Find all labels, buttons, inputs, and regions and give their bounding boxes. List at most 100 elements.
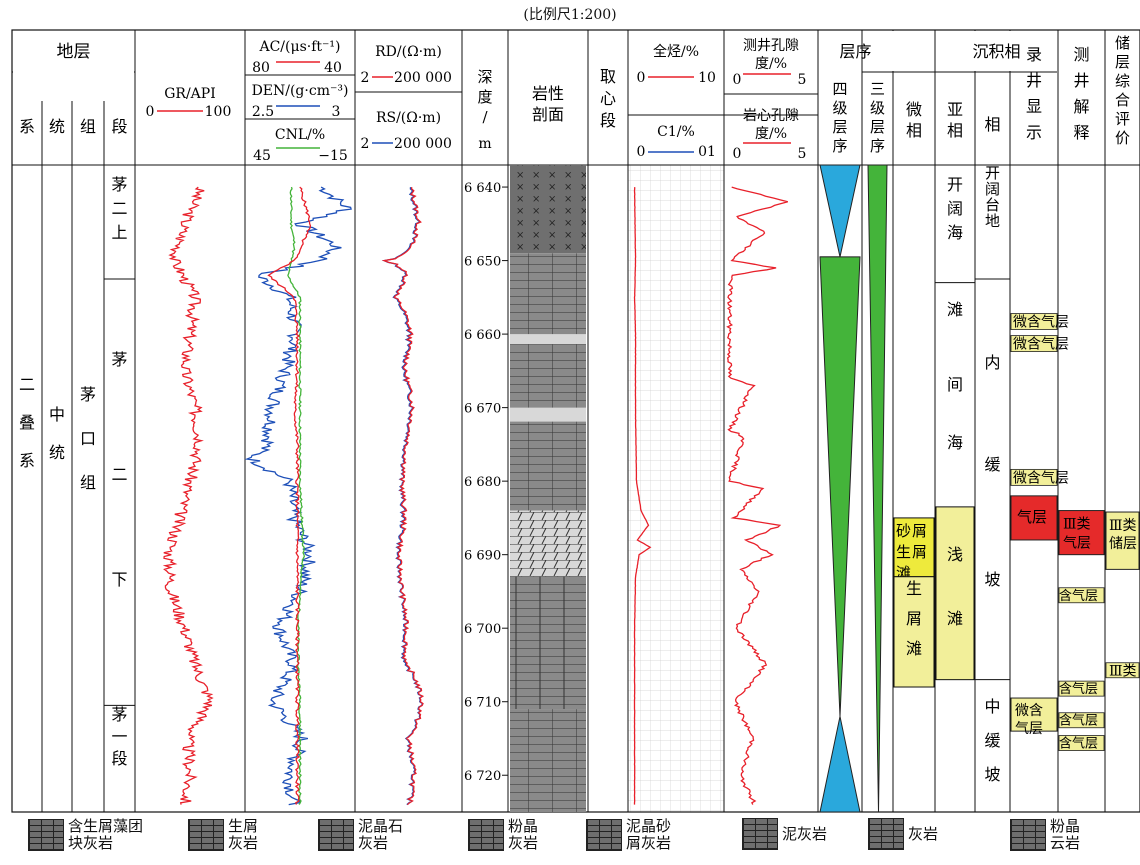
sub-label: 滩 [947,300,963,319]
den-curve [244,186,352,806]
gas-box [1010,495,1058,541]
curves [162,186,788,806]
fac-label: 缓 [984,455,1000,474]
gr-header: GR/API [164,86,216,102]
duan-label-2: 茅 [111,350,127,369]
logpor-min: 0 [733,72,742,88]
zu-label: 茅 [80,385,96,404]
duan-label-1: 二 [111,199,127,218]
interp-header: 测 [1073,45,1089,64]
depth-label: 6 710 [464,696,501,711]
duan-label-2: 二 [111,465,127,484]
seq4-header: 级 [832,99,847,117]
sub-header: 相 [947,121,963,140]
seq3-tri [867,164,888,813]
legend-label: 泥晶砂 屑灰岩 [626,817,672,852]
interp-label: 含气层 [1059,588,1098,604]
duan-label-1: 茅 [111,175,127,194]
depth-label: 6 650 [464,255,501,270]
legend-label: 灰岩 [908,824,939,843]
interp-label: 含气层 [1059,736,1098,752]
micro-label: 屑 [906,609,922,628]
duan-label-1: 上 [111,223,127,242]
mud-show-label: 气层 [1015,721,1043,737]
fac-label: 缓 [984,731,1000,750]
rd-max: 200 000 [394,70,452,86]
tong-label: 统 [49,443,65,462]
zu-header: 组 [80,117,96,136]
sub-label: 浅 [947,545,963,564]
depth-unit: m [478,136,491,152]
micro-label: 砂 [896,522,911,540]
depth-header: / [482,108,488,126]
rd-curve [381,187,425,806]
depth-label: 6 640 [464,181,501,196]
mask [863,31,934,71]
tg-curve [633,187,652,805]
fac-label: 坡 [984,570,1000,589]
eval-header: 价 [1115,129,1130,147]
mud-show-box [1010,468,1058,486]
seq4-tri [819,256,861,717]
seq4-header: 序 [832,137,847,155]
legend-swatch [1010,819,1046,851]
lithology-legend: 含生屑藻团 块灰岩 生屑 灰岩 泥晶石 灰岩 粉晶 灰岩 泥晶砂 屑灰岩 泥灰岩 灰岩 粉晶 云岩 [0,818,1140,865]
cnl-max: −15 [318,148,348,164]
seq3-header: 层 [870,118,885,136]
fac-label: 坡 [984,765,1000,784]
xi-label: 叠 [19,413,35,432]
tg-min: 0 [637,70,646,86]
legend-swatch [318,819,354,851]
mask [936,31,1057,71]
c1-header: C1/% [657,124,695,140]
mask [13,31,134,101]
rd-min: 2 [361,70,370,86]
fac-label: 台 [985,196,1000,214]
duan-label-3: 一 [111,727,127,746]
duan-label-3: 茅 [111,705,127,724]
facies-header: 沉积相 [972,42,1020,61]
eval-header: 评 [1115,110,1130,128]
interp-label: Ⅲ类 [1063,517,1091,533]
stratum-header: 地层 [57,42,91,62]
micro-label: 生 [906,579,922,598]
mud-show-box [1010,697,1058,732]
corepor-min: 0 [733,146,742,162]
table-frame: 地层系统组段GR/API0 100AC/(μs·ft⁻¹)80 40DEN/(g·c… [11,29,1140,813]
corepor-header: 岩心孔隙 [743,108,799,124]
legend-label: 泥晶石 灰岩 [358,817,404,852]
lith-band [510,334,586,345]
logpor-header: 测井孔隙 [743,38,799,54]
rd-header: RD/(Ω·m) [375,44,442,60]
micro-header: 微 [906,100,922,119]
micro-box [893,517,935,578]
fac-label: 开 [985,164,1000,182]
zu-label: 口 [80,429,96,448]
seq3-header: 级 [870,99,885,117]
mud-header: 录 [1026,45,1042,64]
fac-label: 地 [985,212,1000,230]
seq3-header: 三 [870,80,885,98]
logpor-max: 5 [798,72,807,88]
sub-label: 滩 [947,609,963,628]
legend-item: 泥晶砂 屑灰岩 [586,818,671,852]
core-header: 段 [600,111,616,130]
xi-header: 系 [19,117,35,136]
interp-box [1058,735,1105,751]
mud-header: 示 [1026,123,1042,142]
c1-max: 01 [698,144,716,160]
den-header: DEN/(g·cm⁻³) [252,83,349,99]
eval-box [1105,511,1140,570]
interp-header: 井 [1073,71,1089,90]
interp-header: 释 [1073,123,1089,142]
interp-label: 气层 [1063,536,1091,552]
legend-swatch [468,819,504,851]
rs-max: 200 000 [394,136,452,152]
tg-max: 10 [698,70,716,86]
lith-header: 岩性 [532,84,564,103]
core-header: 取 [600,67,616,86]
well-log-chart: × 地层系统组段GR/API0100AC/(μs·ft⁻¹)8040DEN/(g… [11,29,1140,813]
legend-label: 泥灰岩 [782,824,828,843]
legend-label: 含生屑藻团 块灰岩 [68,817,144,852]
gas-grid [628,165,724,812]
